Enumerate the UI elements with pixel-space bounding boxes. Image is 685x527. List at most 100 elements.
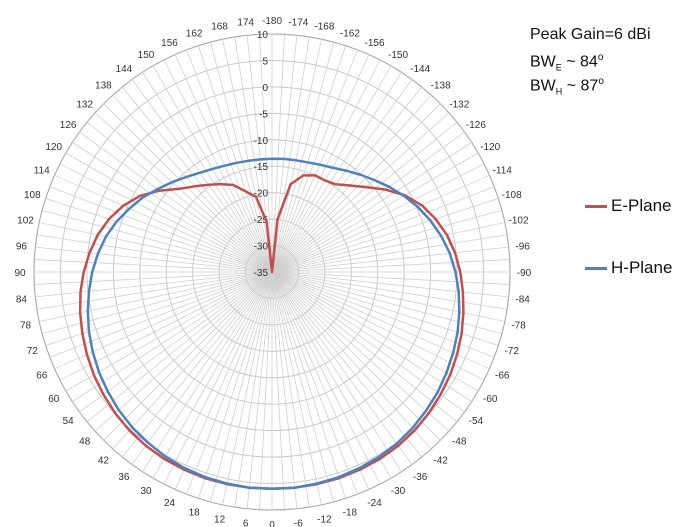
legend-swatch-h-plane (585, 266, 607, 270)
radial-tick-label: 10 (257, 30, 269, 41)
angular-tick-label: -78 (511, 320, 526, 331)
angular-tick-label: 102 (17, 216, 34, 227)
grid-spoke (198, 45, 273, 273)
bw-h-annotation: BWH ~ 87o (530, 76, 604, 97)
angular-tick-label: -90 (517, 268, 532, 279)
angular-tick-label: -96 (515, 242, 530, 253)
grid-spoke (271, 271, 402, 472)
grid-spoke (198, 271, 273, 499)
angular-tick-label: -168 (314, 22, 334, 33)
grid-spoke (271, 65, 392, 273)
angular-tick-label: 12 (214, 514, 226, 525)
angular-tick-label: 78 (20, 320, 32, 331)
grid-spoke (271, 79, 413, 273)
grid-spoke (234, 271, 273, 508)
grid-spoke (72, 142, 273, 273)
grid-spoke (142, 72, 273, 273)
angular-tick-label: -66 (495, 370, 510, 381)
angular-tick-label: -18 (343, 508, 358, 519)
grid-spoke (34, 271, 273, 285)
grid-spoke (271, 271, 285, 510)
angular-tick-label: -150 (388, 50, 408, 61)
angular-tick-label: 162 (186, 28, 203, 39)
angular-tick-label: -114 (493, 166, 513, 177)
radial-tick-label: -25 (254, 215, 269, 226)
series-line-h-plane (86, 157, 461, 491)
bw-e-subscript: E (555, 62, 562, 73)
bw-h-value: ~ 87 (562, 77, 599, 95)
grid-spoke (271, 152, 479, 273)
grid-spoke (271, 198, 499, 273)
grid-spoke (271, 271, 392, 479)
grid-spoke (271, 271, 322, 505)
angular-tick-label: -54 (469, 416, 484, 427)
grid-spoke (271, 271, 346, 499)
grid-spoke (210, 42, 273, 273)
grid-spoke (39, 222, 273, 273)
grid-spoke (271, 271, 450, 432)
angular-tick-label: 48 (79, 437, 91, 448)
angular-tick-label: 42 (98, 455, 110, 466)
radial-tick-label: 5 (262, 56, 268, 67)
angular-tick-label: 126 (60, 120, 77, 131)
grid-spoke (186, 271, 273, 495)
angular-tick-label: 6 (243, 519, 249, 527)
legend-label-h-plane: H-Plane (611, 258, 673, 277)
grid-spoke (152, 271, 273, 479)
grid-spoke (65, 271, 273, 392)
angular-tick-label: -138 (431, 81, 451, 92)
grid-spoke (271, 271, 505, 322)
grid-spoke (271, 271, 510, 285)
grid-spoke (49, 271, 273, 358)
angular-tick-label: -36 (413, 472, 428, 483)
angular-tick-label: 72 (27, 346, 39, 357)
grid-spoke (271, 222, 505, 273)
grid-spoke (271, 234, 508, 273)
angular-tick-label: 66 (36, 370, 48, 381)
angular-tick-label: 156 (161, 38, 178, 49)
grid-spoke (222, 271, 273, 505)
grid-spoke (72, 271, 273, 402)
angular-tick-label: 132 (76, 99, 93, 110)
angular-tick-label: 60 (48, 394, 60, 405)
grid-spoke (271, 42, 334, 273)
legend-swatch-e-plane (585, 204, 607, 208)
grid-spoke (271, 271, 432, 450)
grid-spoke (271, 271, 423, 458)
grid-spoke (121, 271, 273, 458)
radial-tick-label: -15 (254, 162, 269, 173)
radial-tick-label: -35 (254, 268, 269, 279)
grid-spoke (86, 121, 273, 273)
grid-spoke (271, 271, 413, 465)
grid-spoke (94, 271, 273, 432)
grid-spoke (271, 121, 458, 273)
grid-spoke (271, 36, 310, 273)
grid-spoke (142, 271, 273, 472)
angular-tick-label: -60 (483, 394, 498, 405)
bw-e-value: ~ 84 (561, 53, 598, 71)
grid-spoke (246, 271, 273, 509)
angular-tick-label: -12 (317, 514, 332, 525)
angular-tick-label: 30 (140, 486, 152, 497)
grid-spoke (271, 271, 495, 358)
grid-spoke (271, 271, 458, 423)
angular-tick-label: 174 (237, 17, 254, 28)
grid-spoke (86, 271, 273, 423)
series-line-e-plane (78, 174, 465, 491)
grid-spoke (271, 142, 472, 273)
grid-spoke (163, 271, 273, 485)
radial-tick-label: -30 (254, 242, 269, 253)
grid-spoke (271, 45, 346, 273)
angular-tick-label: 54 (63, 416, 75, 427)
grid-spoke (59, 271, 273, 381)
angular-tick-label: -144 (410, 64, 430, 75)
grid-spoke (271, 94, 432, 273)
grid-spoke (271, 86, 423, 273)
grid-spoke (259, 34, 273, 273)
grid-spoke (163, 59, 273, 273)
grid-spoke (271, 186, 495, 273)
grid-spoke (271, 271, 334, 502)
grid-spoke (59, 163, 273, 273)
angular-tick-label: -180 (262, 16, 282, 27)
